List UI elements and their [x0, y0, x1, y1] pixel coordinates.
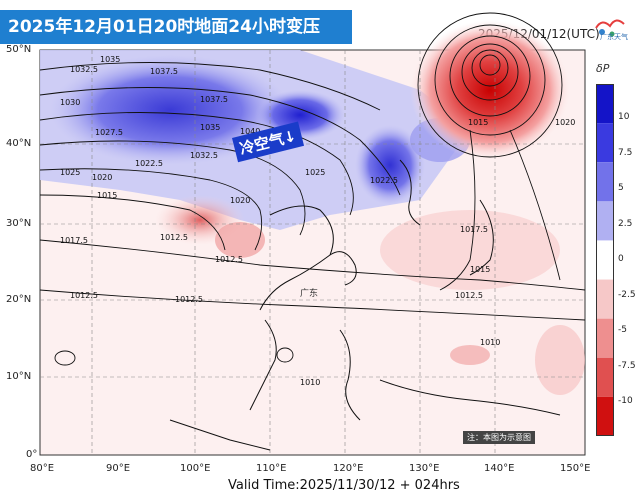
colorbar-cell	[596, 279, 614, 319]
svg-text:1032.5: 1032.5	[70, 65, 98, 74]
lat-label-20: 20°N	[6, 294, 32, 305]
svg-text:1035: 1035	[100, 55, 120, 64]
map-title: 2025年12月01日20时地面24小时变压	[0, 10, 352, 44]
svg-text:1020: 1020	[555, 118, 575, 127]
svg-text:1012.5: 1012.5	[215, 255, 243, 264]
colorbar	[596, 84, 614, 436]
svg-text:1010: 1010	[480, 338, 500, 347]
isobar-lines	[39, 12, 586, 366]
svg-text:1030: 1030	[60, 98, 80, 107]
svg-text:1037.5: 1037.5	[150, 67, 178, 76]
guangdong-label: 广东	[300, 289, 319, 299]
colorbar-cell	[596, 162, 614, 202]
colorbar-tick-label: -10	[618, 396, 633, 406]
colorbar-tick-label: 5	[618, 183, 624, 193]
svg-text:1015: 1015	[468, 118, 488, 127]
svg-text:1017.5: 1017.5	[460, 225, 488, 234]
lon-label-130: 130°E	[409, 463, 440, 474]
colorbar-cell	[596, 396, 614, 436]
svg-text:1010: 1010	[300, 378, 320, 387]
colorbar-tick-label: -7.5	[618, 360, 636, 371]
colorbar-tick-label: 7.5	[618, 147, 633, 158]
svg-text:1022.5: 1022.5	[135, 159, 163, 168]
colorbar-tick-label: 0	[618, 254, 624, 264]
lon-label-100: 100°E	[180, 463, 211, 474]
svg-text:1040: 1040	[240, 127, 260, 136]
svg-text:1017.5: 1017.5	[60, 236, 88, 245]
svg-text:1015: 1015	[97, 191, 117, 200]
svg-text:1020: 1020	[230, 196, 250, 205]
lat-label-0: 0°	[26, 449, 38, 460]
colorbar-cell	[596, 357, 614, 397]
svg-text:1012.5: 1012.5	[175, 295, 203, 304]
lat-lon-grid	[40, 50, 585, 455]
colorbar-tick-label: 10	[618, 112, 630, 122]
colorbar-tick-label: 2.5	[618, 218, 633, 229]
logo-text: 广东天气	[600, 33, 628, 41]
logo-icon	[595, 19, 625, 37]
lon-label-80: 80°E	[30, 463, 55, 474]
svg-text:1025: 1025	[60, 168, 80, 177]
svg-text:1037.5: 1037.5	[200, 95, 228, 104]
lon-label-140: 140°E	[484, 463, 515, 474]
lat-label-50: 50°N	[6, 44, 32, 55]
svg-text:1020: 1020	[92, 173, 112, 182]
colorbar-cell	[596, 318, 614, 358]
svg-text:1015: 1015	[470, 265, 490, 274]
colorbar-cell	[596, 240, 614, 280]
svg-text:1012.5: 1012.5	[70, 291, 98, 300]
lat-label-10: 10°N	[6, 371, 32, 382]
valid-time: Valid Time:2025/11/30/12 + 024hrs	[228, 478, 460, 493]
disclaimer-note: 注：本图为示意图	[463, 431, 535, 444]
lat-label-30: 30°N	[6, 218, 32, 229]
lon-label-150: 150°E	[560, 463, 591, 474]
colorbar-title: δP	[596, 62, 610, 75]
svg-text:1012.5: 1012.5	[160, 233, 188, 242]
colorbar-cell	[596, 201, 614, 241]
svg-text:1025: 1025	[305, 168, 325, 177]
lat-label-40: 40°N	[6, 138, 32, 149]
lon-label-110: 110°E	[256, 463, 287, 474]
colorbar-tick-label: -2.5	[618, 289, 636, 300]
colorbar-cell	[596, 123, 614, 163]
lon-label-120: 120°E	[333, 463, 364, 474]
svg-text:1027.5: 1027.5	[95, 128, 123, 137]
svg-text:1032.5: 1032.5	[190, 151, 218, 160]
svg-text:1012.5: 1012.5	[455, 291, 483, 300]
colorbar-tick-label: -5	[618, 325, 627, 335]
svg-text:1035: 1035	[200, 123, 220, 132]
coastlines	[169, 159, 561, 451]
lon-label-90: 90°E	[106, 463, 131, 474]
svg-text:1022.5: 1022.5	[370, 176, 398, 185]
isobar-labels: 1032.5 1035 1037.5 1030 1027.5 1037.5 10…	[60, 55, 575, 387]
colorbar-cell	[596, 84, 614, 124]
